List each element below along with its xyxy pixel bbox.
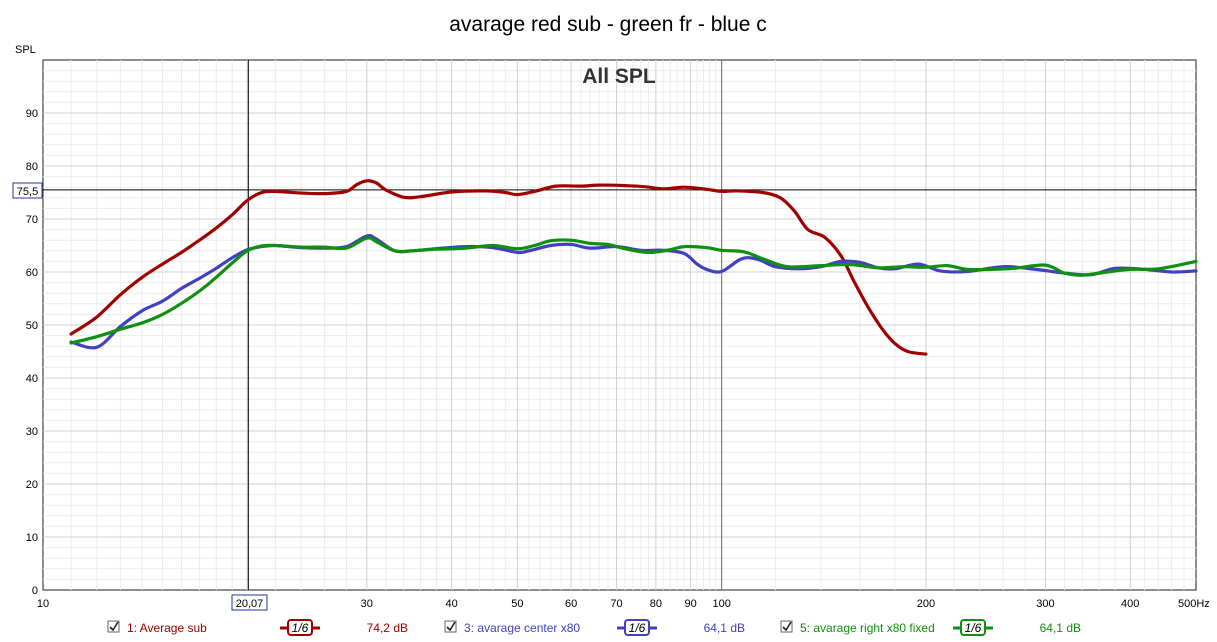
cursor-x-readout: 20,07 [231,594,268,611]
smoothing-label: 1/6 [292,621,309,635]
checkmark-icon [782,621,792,632]
legend-label: 1: Average sub [127,621,207,635]
x-tick-label: 400 [1121,598,1139,610]
legend-item-average-sub[interactable]: 1: Average sub 1/6 74,2 dB [107,619,408,636]
x-tick-label: 80 [650,598,662,610]
minor-gridlines [43,60,1196,590]
chart-title: avarage red sub - green fr - blue c [449,13,767,36]
x-tick-label: 10 [37,598,49,610]
y-tick-label: 20 [26,479,38,491]
smoothing-label: 1/6 [629,621,646,635]
major-gridlines [43,60,1196,590]
smoothing-badge[interactable] [960,619,986,636]
checkmark-icon [109,621,119,632]
x-tick-label: 100 [712,598,730,610]
legend-readout: 74,2 dB [367,621,408,635]
x-tick-label: 200 [917,598,935,610]
cursor-x-label: 20,07 [236,598,264,610]
legend-label: 3: avarage center x80 [464,621,580,635]
cursor-y-label: 75,5 [17,186,38,198]
y-tick-label: 90 [26,108,38,120]
legend-readout: 64,1 dB [1040,621,1081,635]
legend-checkbox[interactable] [780,620,793,633]
legend-checkbox[interactable] [444,620,457,633]
x-tick-label: 70 [610,598,622,610]
smoothing-badge[interactable] [624,619,650,636]
x-tick-label: 300 [1036,598,1054,610]
legend-label: 5: avarage right x80 fixed [800,621,935,635]
legend-item-right[interactable]: 5: avarage right x80 fixed 1/6 64,1 dB [780,619,1081,636]
legend-checkbox[interactable] [107,620,120,633]
y-tick-label: 50 [26,320,38,332]
y-axis-label: SPL [15,44,36,56]
series-layer [69,179,1198,356]
y-tick-label: 60 [26,267,38,279]
legend: 1: Average sub 1/6 74,2 dB 3: avarage cente… [107,619,1081,636]
checkmark-icon [446,621,456,632]
x-tick-label: 50 [511,598,523,610]
y-tick-label: 10 [26,532,38,544]
x-tick-labels: 10 30 40 50 60 70 80 90 100 200 300 400 500Hz [37,598,1210,610]
x-tick-label: 60 [565,598,577,610]
legend-item-center[interactable]: 3: avarage center x80 1/6 64,1 dB [444,619,745,636]
y-tick-label: 30 [26,426,38,438]
legend-readout: 64,1 dB [704,621,745,635]
smoothing-badge[interactable] [287,619,313,636]
x-tick-label: 40 [445,598,457,610]
y-tick-label: 40 [26,373,38,385]
smoothing-label: 1/6 [965,621,982,635]
series-average-sub-line [69,179,928,356]
overlay-title: All SPL [582,65,656,88]
x-tick-label: 90 [684,598,696,610]
x-tick-label: 500Hz [1178,598,1210,610]
x-tick-label: 30 [361,598,373,610]
y-tick-labels: 0 10 20 30 40 50 60 70 80 90 [26,108,38,597]
y-tick-label: 0 [32,585,38,597]
cursor-y-readout: 75,5 [12,182,43,199]
series-right-line [69,236,1198,345]
cursor-crosshair[interactable] [43,60,1196,590]
y-tick-label: 70 [26,214,38,226]
y-tick-label: 80 [26,161,38,173]
